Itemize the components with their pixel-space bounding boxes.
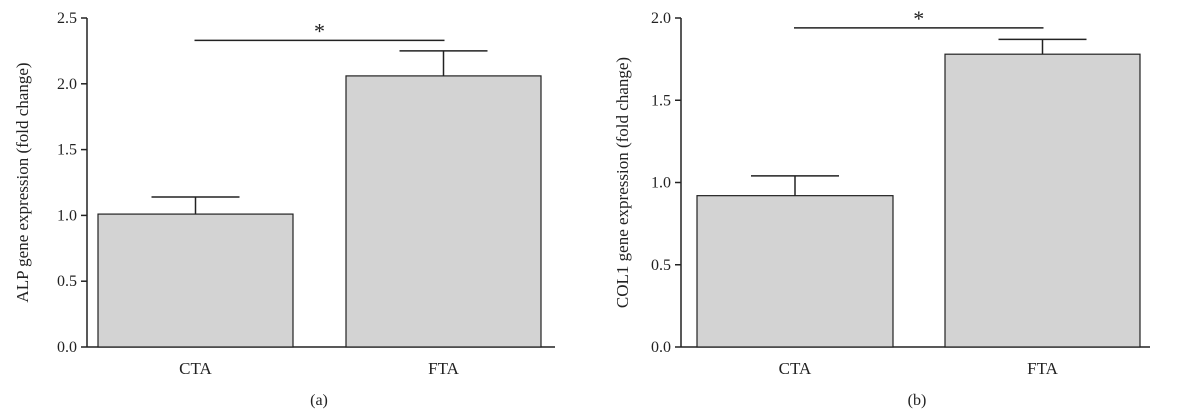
chart-panel-1: 0.0 0.5 1.0 1.5 2.0 2.5 CTA FTA * ALP gene expres… xyxy=(13,10,555,409)
category-label: CTA xyxy=(179,359,212,378)
bar-fta xyxy=(345,75,542,348)
category-label: FTA xyxy=(428,359,459,378)
chart-panel-2: 0.0 0.5 1.0 1.5 2.0 CTA FTA * COL1 gene expressi… xyxy=(613,6,1150,409)
bar-cta xyxy=(97,213,294,348)
significance-marker: * xyxy=(913,6,924,31)
y-tick-label: 2.5 xyxy=(57,10,77,27)
category-label: FTA xyxy=(1027,359,1058,378)
y-tick-label: 2.0 xyxy=(57,76,77,93)
bar-cta xyxy=(696,195,894,348)
category-label: CTA xyxy=(779,359,812,378)
y-tick-label: 1.0 xyxy=(57,207,77,224)
y-tick-label: 1.5 xyxy=(57,142,77,159)
y-tick-label: 2.0 xyxy=(651,10,671,27)
panel-label: (a) xyxy=(310,392,328,409)
bar-fta xyxy=(944,53,1141,348)
y-tick-label: 0.0 xyxy=(651,339,671,356)
y-axis-label: ALP gene expression (fold change) xyxy=(13,62,32,302)
y-axis-label: COL1 gene expression (fold change) xyxy=(613,57,632,308)
significance-marker: * xyxy=(314,18,325,43)
y-tick-label: 1.0 xyxy=(651,175,671,192)
y-tick-label: 0.5 xyxy=(651,257,671,274)
panel-label: (b) xyxy=(908,392,927,409)
y-tick-label: 0.0 xyxy=(57,339,77,356)
y-tick-label: 1.5 xyxy=(651,92,671,109)
y-tick-label: 0.5 xyxy=(57,273,77,290)
